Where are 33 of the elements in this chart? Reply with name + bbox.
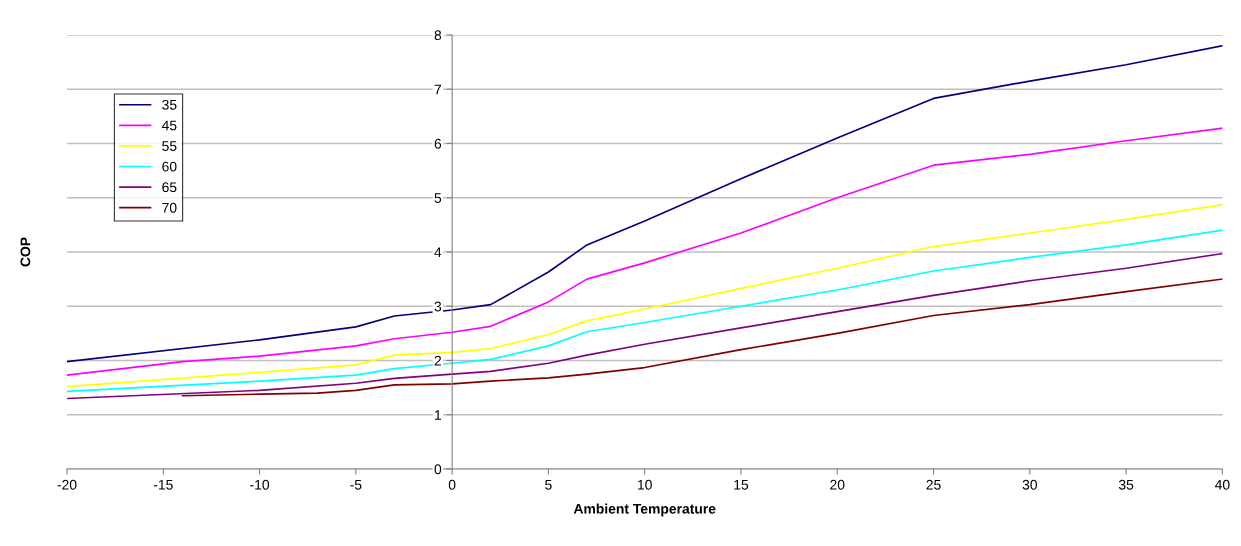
x-tick-label: 0 [448, 479, 456, 490]
legend-label: 35 [162, 99, 177, 110]
legend-label: 55 [162, 141, 177, 151]
x-axis-title: Ambient Temperature [573, 503, 716, 517]
line-series [181, 278, 1223, 397]
x-tick-label: -5 [350, 479, 362, 490]
y-tick-label: 3 [434, 301, 442, 312]
legend-label: 70 [162, 202, 177, 213]
line-series [67, 229, 1223, 393]
y-tick-label: 4 [434, 247, 442, 258]
x-tick-label: -20 [57, 479, 77, 490]
y-tick-label: 0 [434, 464, 442, 475]
y-tick-label: 8 [434, 30, 442, 41]
x-tick-label: 35 [1118, 479, 1134, 490]
y-tick-label: 7 [434, 84, 442, 95]
x-tick-label: 15 [734, 479, 749, 490]
y-tick-label: 2 [434, 355, 442, 366]
x-tick-label: 10 [638, 479, 652, 490]
y-tick-label: 1 [435, 410, 442, 420]
x-tick-label: -10 [250, 479, 270, 490]
x-tick-label: 40 [1214, 479, 1230, 490]
legend-label: 65 [162, 182, 177, 193]
legend-label: 45 [161, 120, 177, 131]
legend-label: 60 [162, 161, 177, 172]
y-tick-label: 5 [434, 193, 442, 203]
y-tick-label: 6 [434, 138, 442, 149]
x-tick-label: 5 [545, 479, 552, 490]
y-axis-title: COP [20, 237, 31, 267]
x-tick-label: 30 [1022, 479, 1037, 490]
x-tick-label: 20 [830, 479, 845, 490]
x-tick-label: -15 [153, 479, 173, 490]
x-tick-label: 25 [926, 479, 941, 490]
line-series [67, 203, 1223, 388]
